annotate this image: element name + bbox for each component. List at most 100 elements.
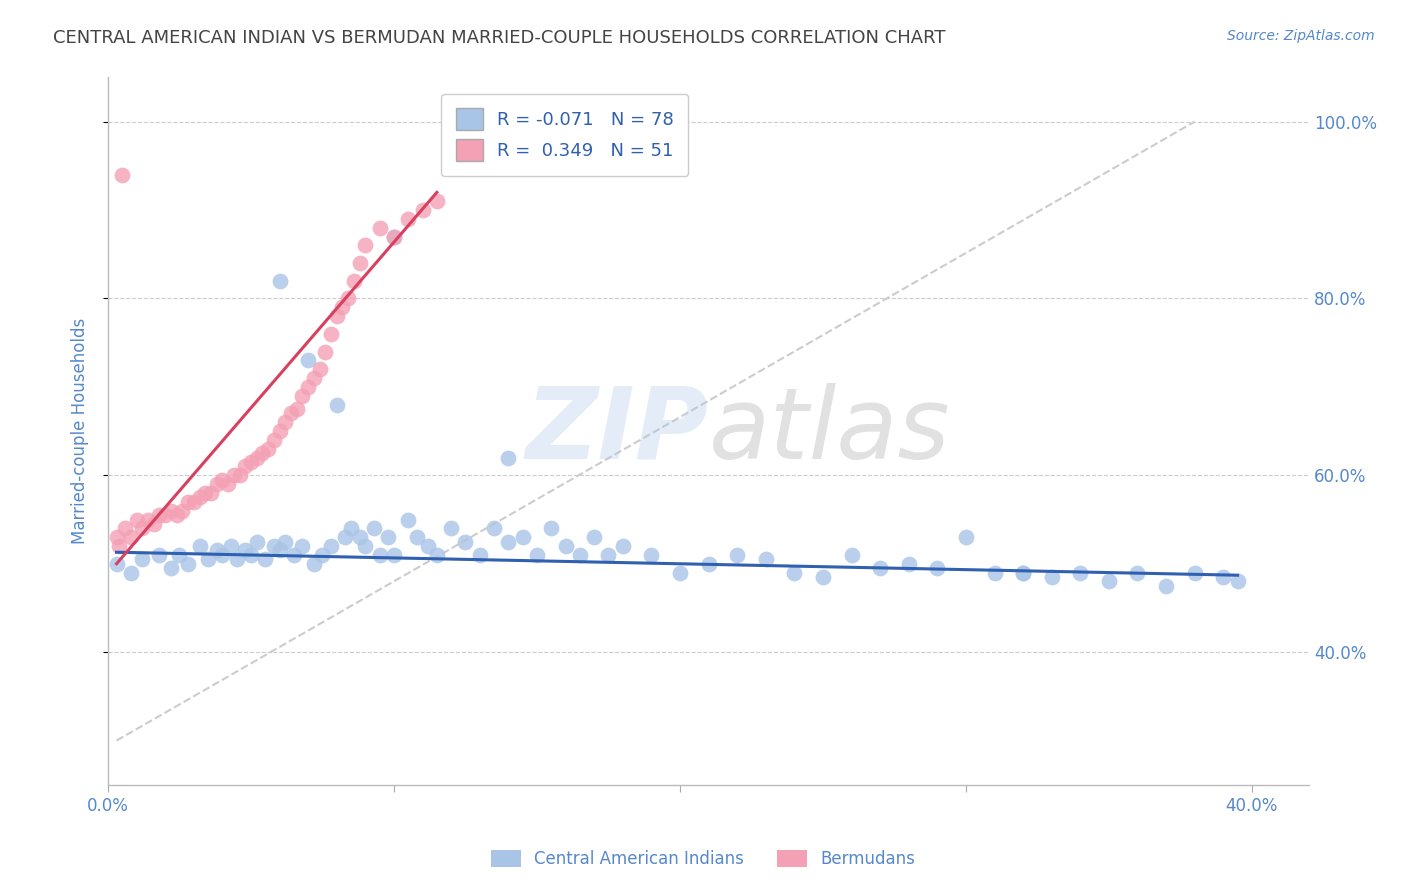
Point — [269, 424, 291, 438]
Point — [302, 557, 325, 571]
Point — [246, 534, 269, 549]
Point — [291, 389, 314, 403]
Point — [697, 557, 720, 571]
Point — [108, 539, 131, 553]
Point — [405, 530, 427, 544]
Point — [160, 561, 183, 575]
Point — [811, 570, 834, 584]
Legend: R = -0.071   N = 78, R =  0.349   N = 51: R = -0.071 N = 78, R = 0.349 N = 51 — [441, 94, 689, 176]
Point — [120, 530, 142, 544]
Point — [396, 211, 419, 226]
Point — [188, 539, 211, 553]
Point — [927, 561, 949, 575]
Point — [240, 455, 263, 469]
Point — [897, 557, 920, 571]
Point — [228, 468, 250, 483]
Point — [240, 548, 263, 562]
Point — [169, 548, 191, 562]
Point — [177, 495, 200, 509]
Point — [105, 530, 128, 544]
Point — [233, 543, 256, 558]
Point — [211, 473, 233, 487]
Point — [326, 398, 349, 412]
Point — [308, 362, 330, 376]
Point — [166, 508, 188, 522]
Point — [841, 548, 863, 562]
Point — [177, 557, 200, 571]
Point — [257, 442, 280, 456]
Point — [1040, 570, 1063, 584]
Point — [540, 521, 562, 535]
Point — [526, 548, 548, 562]
Point — [263, 539, 285, 553]
Point — [153, 508, 176, 522]
Point — [219, 539, 242, 553]
Point — [869, 561, 891, 575]
Point — [335, 530, 357, 544]
Point — [131, 521, 153, 535]
Point — [136, 512, 159, 526]
Point — [160, 504, 183, 518]
Point — [302, 371, 325, 385]
Point — [254, 552, 277, 566]
Point — [1154, 579, 1177, 593]
Point — [598, 548, 620, 562]
Text: ZIP: ZIP — [526, 383, 709, 480]
Point — [194, 486, 217, 500]
Point — [291, 539, 314, 553]
Point — [319, 539, 342, 553]
Point — [612, 539, 634, 553]
Y-axis label: Married-couple Households: Married-couple Households — [72, 318, 89, 544]
Point — [725, 548, 748, 562]
Text: CENTRAL AMERICAN INDIAN VS BERMUDAN MARRIED-COUPLE HOUSEHOLDS CORRELATION CHART: CENTRAL AMERICAN INDIAN VS BERMUDAN MARR… — [53, 29, 946, 46]
Point — [233, 459, 256, 474]
Point — [498, 450, 520, 465]
Point — [368, 220, 391, 235]
Legend: Central American Indians, Bermudans: Central American Indians, Bermudans — [484, 843, 922, 875]
Point — [246, 450, 269, 465]
Point — [755, 552, 778, 566]
Point — [222, 468, 245, 483]
Point — [1098, 574, 1121, 589]
Point — [274, 534, 297, 549]
Point — [983, 566, 1005, 580]
Point — [1069, 566, 1091, 580]
Point — [382, 548, 405, 562]
Point — [412, 202, 434, 217]
Point — [297, 353, 319, 368]
Point — [454, 534, 477, 549]
Text: Source: ZipAtlas.com: Source: ZipAtlas.com — [1227, 29, 1375, 43]
Point — [269, 543, 291, 558]
Point — [568, 548, 591, 562]
Text: atlas: atlas — [709, 383, 950, 480]
Point — [1226, 574, 1249, 589]
Point — [382, 229, 405, 244]
Point — [197, 552, 219, 566]
Point — [377, 530, 399, 544]
Point — [131, 552, 153, 566]
Point — [343, 274, 366, 288]
Point — [783, 566, 806, 580]
Point — [280, 406, 302, 420]
Point — [1212, 570, 1234, 584]
Point — [382, 229, 405, 244]
Point — [183, 495, 205, 509]
Point — [349, 256, 371, 270]
Point — [554, 539, 576, 553]
Point — [311, 548, 333, 562]
Point — [468, 548, 491, 562]
Point — [354, 539, 377, 553]
Point — [205, 543, 228, 558]
Point — [482, 521, 505, 535]
Point — [319, 326, 342, 341]
Point — [217, 477, 239, 491]
Point — [669, 566, 692, 580]
Point — [1184, 566, 1206, 580]
Point — [640, 548, 662, 562]
Point — [105, 557, 128, 571]
Point — [297, 380, 319, 394]
Point — [225, 552, 247, 566]
Point — [274, 415, 297, 429]
Point — [337, 292, 360, 306]
Point — [326, 309, 349, 323]
